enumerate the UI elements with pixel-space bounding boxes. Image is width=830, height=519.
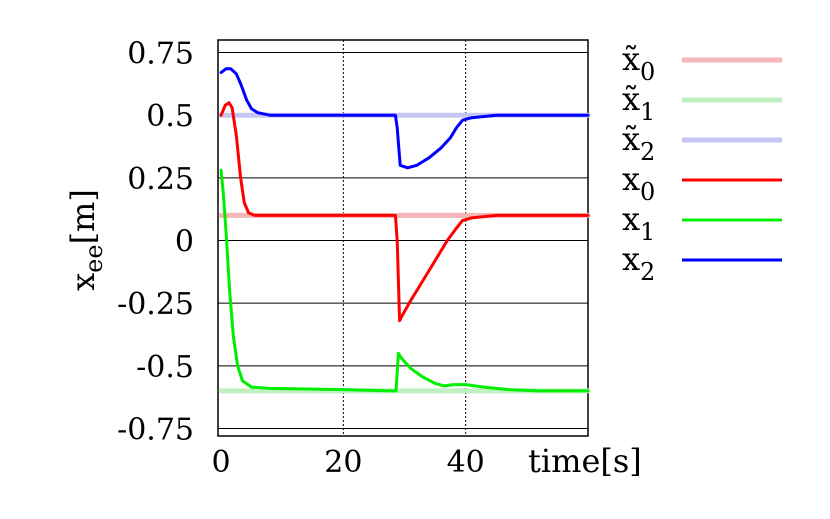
y-axis: 0.75 0.5 0.25 0 -0.25 -0.5 -0.75 [117,37,194,448]
y-axis-label: xee[m] [64,189,108,291]
y-axis-label-sub: ee [80,244,108,272]
series-line-5 [219,67,590,170]
plot-frame [217,39,589,437]
y-tick-label: 0.5 [146,99,194,134]
y-tick-label: 0 [175,225,194,260]
y-tick-label: -0.5 [136,350,194,385]
series-line-4 [219,168,590,393]
y-tick-label: -0.25 [117,287,194,322]
grid [218,40,588,436]
y-tick-label: 0.75 [127,37,194,72]
legend-label-0: x̃0 [622,40,655,86]
y-axis-label-main: x [64,273,102,291]
x-axis-label: time[s] [528,442,642,480]
legend-label-3: x0 [622,160,655,206]
legend-label-5: x2 [622,240,655,286]
x-tick-label: 40 [447,445,485,480]
y-tick-label: 0.25 [127,162,194,197]
legend-label-4: x1 [622,200,655,246]
legend-label-2: x̃2 [622,120,655,166]
x-tick-label: 0 [212,445,231,480]
x-axis: 0 20 40 [212,445,485,480]
y-tick-label: -0.75 [117,412,194,447]
series-layer [218,67,591,394]
x-tick-label: 20 [324,445,362,480]
series-line-3 [219,101,590,323]
y-axis-label-unit: [m] [64,189,102,244]
legend-label-1: x̃1 [622,80,655,126]
